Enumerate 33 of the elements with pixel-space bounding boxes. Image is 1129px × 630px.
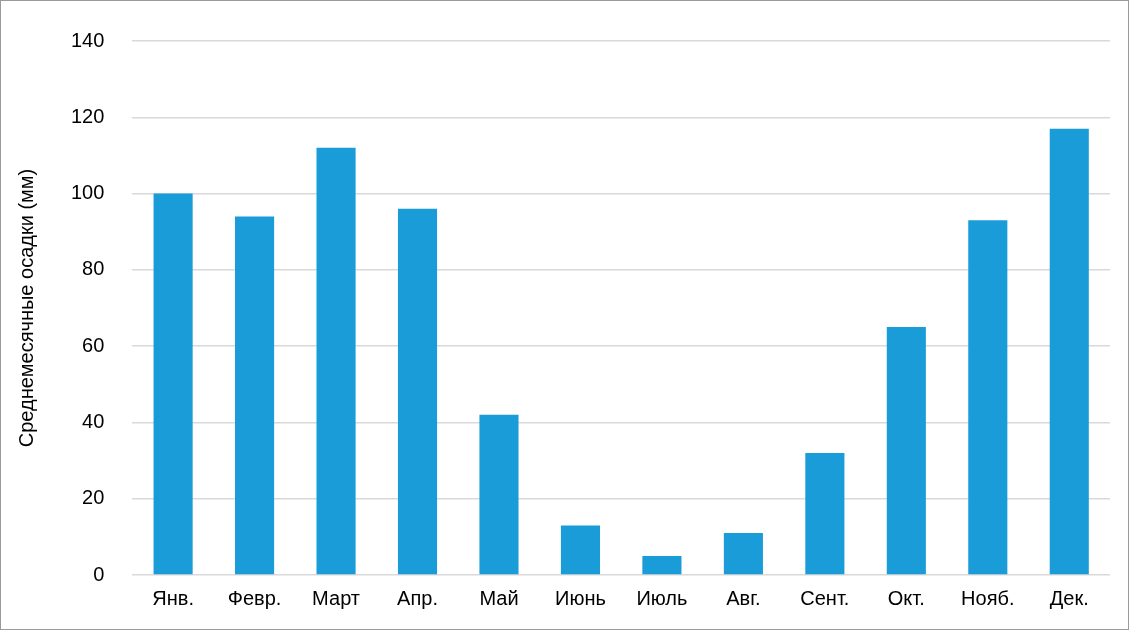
bar	[560, 525, 600, 575]
x-tick-label: Янв.	[152, 586, 194, 609]
x-tick-label: Апр.	[397, 586, 438, 609]
bar	[153, 193, 193, 575]
bar	[805, 452, 845, 575]
bar	[1049, 128, 1089, 575]
y-tick-label: 20	[82, 486, 105, 509]
bar	[642, 555, 682, 575]
x-tick-label: Нояб.	[961, 586, 1015, 609]
y-tick-label: 120	[70, 104, 105, 127]
bar	[235, 216, 275, 575]
x-tick-label: Сент.	[800, 586, 850, 609]
bar	[723, 533, 763, 575]
y-tick-label: 0	[93, 562, 105, 585]
x-tick-label: Авг.	[726, 586, 761, 609]
x-tick-label: Июнь	[555, 586, 606, 609]
x-tick-label: Май	[479, 586, 519, 609]
x-tick-label: Дек.	[1049, 586, 1089, 609]
y-tick-label: 40	[82, 409, 105, 432]
bar	[968, 220, 1008, 575]
y-axis-title: Среднемесячные осадки (мм)	[14, 168, 37, 448]
y-tick-label: 60	[82, 333, 105, 356]
bar	[397, 208, 438, 575]
x-tick-label: Февр.	[227, 586, 282, 609]
x-tick-label: Март	[312, 586, 360, 609]
x-tick-label: Окт.	[887, 586, 925, 609]
bar	[886, 327, 926, 575]
bar	[316, 147, 356, 575]
y-tick-label: 140	[70, 28, 105, 51]
y-tick-label: 100	[70, 181, 105, 204]
bar	[479, 414, 519, 575]
y-tick-label: 80	[82, 257, 105, 280]
x-tick-label: Июль	[636, 586, 688, 609]
